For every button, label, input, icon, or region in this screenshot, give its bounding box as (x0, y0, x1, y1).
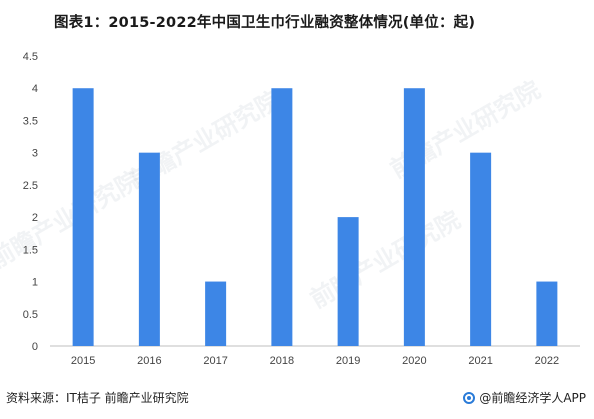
x-axis-tick-labels: 2015 2016 2017 2018 2019 2020 2021 2022 (71, 355, 559, 367)
y-tick-label: 3 (32, 148, 38, 160)
y-tick-label: 3.5 (23, 115, 38, 127)
bar-2018 (271, 88, 293, 346)
x-tick-label: 2015 (71, 355, 95, 367)
y-tick-label: 1 (32, 277, 38, 289)
brand-logo-icon (463, 391, 476, 404)
bar-2015 (72, 88, 94, 346)
bar-chart: 00.511.522.533.544.5 2015 2016 2017 2018 201… (23, 51, 580, 367)
brand-credit: @前瞻经济学人APP (463, 389, 586, 406)
x-tick-label: 2016 (137, 355, 161, 367)
bar-2017 (205, 281, 227, 346)
bar-2016 (138, 152, 160, 346)
x-tick-label: 2020 (402, 355, 426, 367)
x-tick-label: 2017 (203, 355, 227, 367)
y-tick-label: 4.5 (23, 51, 38, 63)
bar-2022 (536, 281, 558, 346)
y-axis-tick-labels: 0 0.5 1 1.5 2 2.5 3 3.5 4 4.5 (23, 51, 38, 353)
brand-text: @前瞻经济学人APP (479, 391, 586, 405)
x-tick-label: 2022 (535, 355, 559, 367)
bar-2020 (403, 88, 425, 346)
source-note: 资料来源：IT桔子 前瞻产业研究院 (6, 391, 189, 405)
chart-title: 图表1：2015-2022年中国卫生巾行业融资整体情况(单位：起) (54, 15, 476, 31)
bars-group (72, 88, 558, 346)
x-tick-label: 2021 (468, 355, 492, 367)
y-tick-label: 2.5 (23, 180, 38, 192)
y-tick-label: 4 (32, 83, 38, 95)
x-tick-label: 2019 (336, 355, 360, 367)
bar-2021 (470, 152, 492, 346)
y-tick-label: 2 (32, 212, 38, 224)
y-tick-label: 1.5 (23, 244, 38, 256)
x-tick-label: 2018 (270, 355, 294, 367)
y-tick-label: 0.5 (23, 309, 38, 321)
bar-2019 (337, 217, 359, 346)
y-tick-label: 0 (32, 341, 38, 353)
